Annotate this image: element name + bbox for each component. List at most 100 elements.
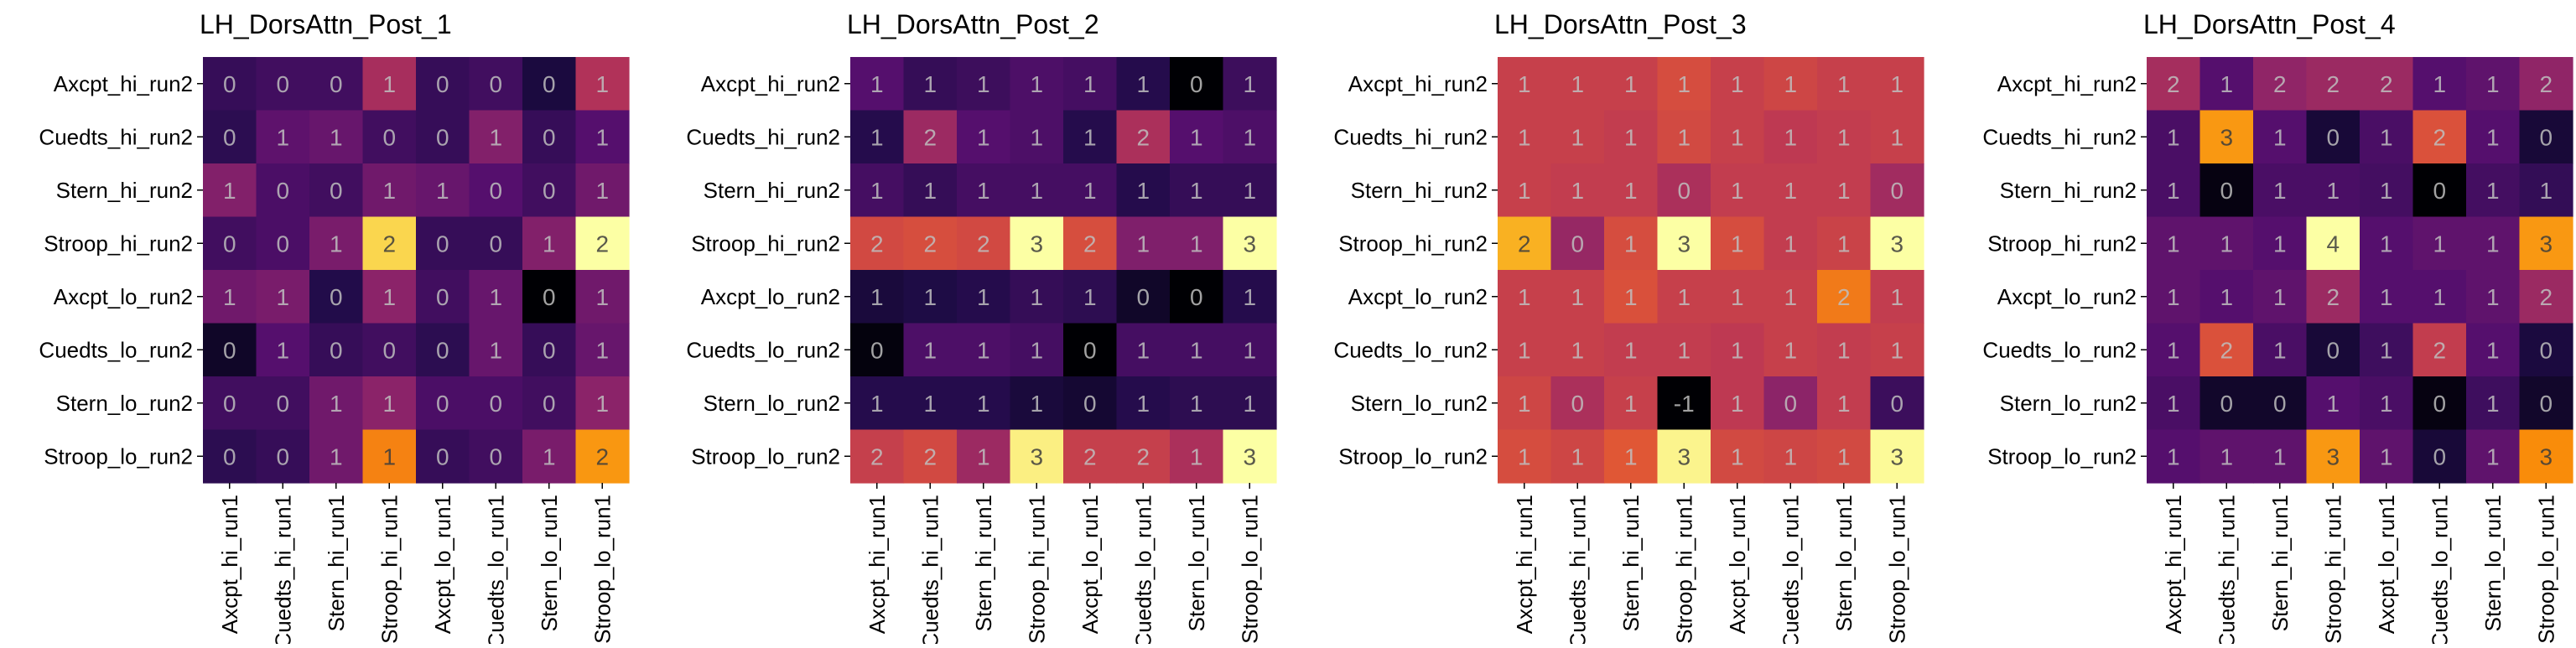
heatmap-cell [416, 429, 470, 484]
heatmap-cell [2360, 216, 2414, 271]
heatmap-cell [203, 429, 257, 484]
cell-label: 1 [223, 284, 236, 310]
cell-label: 1 [1837, 178, 1851, 204]
cell-label: 1 [1571, 124, 1584, 150]
cell-label: 1 [330, 391, 343, 417]
cell-label: 1 [2380, 178, 2393, 204]
x-tick-label: Axcpt_lo_run1 [1725, 495, 1750, 634]
heatmap-cell [1170, 216, 1224, 271]
cell-label: 1 [1731, 178, 1744, 204]
cell-label: 2 [595, 443, 609, 469]
heatmap-cell [1657, 429, 1711, 484]
cell-label: 2 [2220, 337, 2233, 363]
x-tick-label: Stern_hi_run1 [2267, 495, 2293, 631]
cell-label: 1 [1030, 71, 1043, 97]
heatmap-cell [1498, 323, 1552, 377]
heatmap-cell [362, 216, 417, 271]
cell-label: 1 [1030, 391, 1043, 417]
cell-label: 0 [489, 231, 502, 257]
y-tick-label: Cuedts_hi_run2 [39, 124, 193, 149]
cell-label: 1 [1136, 71, 1150, 97]
cell-label: 3 [1890, 231, 1903, 257]
heatmap-cell [203, 57, 257, 111]
heatmap-cell [469, 270, 523, 324]
cell-label: 1 [923, 284, 937, 310]
heatmap-cell [1223, 270, 1277, 324]
cell-label: 1 [977, 337, 990, 363]
cell-label: 0 [2539, 391, 2553, 417]
x-tick-label: Stern_lo_run1 [537, 495, 562, 631]
heatmap-cell [1711, 110, 1765, 164]
heatmap-cell [309, 216, 364, 271]
heatmap-cell [469, 110, 523, 164]
y-tick-label: Stroop_hi_run2 [44, 231, 193, 256]
heatmap-cell [256, 323, 310, 377]
cell-label: 1 [1624, 391, 1638, 417]
heatmap-cell [2519, 163, 2573, 218]
cell-label: 2 [923, 124, 937, 150]
heatmap-cell [850, 163, 905, 218]
heatmap-cell [362, 323, 417, 377]
heatmap-cell [256, 163, 310, 218]
heatmap-cell [1711, 270, 1765, 324]
cell-label: 1 [595, 337, 609, 363]
cell-label: 1 [1837, 337, 1851, 363]
cell-label: 1 [923, 178, 937, 204]
cell-label: 1 [2273, 231, 2287, 257]
heatmap-cell [2199, 270, 2254, 324]
y-tick-label: Axcpt_lo_run2 [1997, 284, 2137, 309]
heatmap-cell [256, 429, 310, 484]
heatmap-cell [575, 270, 630, 324]
heatmap-cell [1550, 270, 1605, 324]
cell-label: 1 [1243, 178, 1256, 204]
y-tick-label: Stroop_hi_run2 [1338, 231, 1488, 256]
cell-label: 1 [2326, 178, 2340, 204]
cell-label: 1 [2433, 284, 2446, 310]
x-tick-label: Stroop_lo_run1 [589, 495, 615, 644]
heatmap-cell [2519, 57, 2573, 111]
cell-label: 3 [2539, 443, 2553, 469]
y-tick-label: Stroop_lo_run2 [1987, 443, 2137, 469]
cell-label: 1 [543, 443, 556, 469]
cell-label: 1 [1518, 443, 1531, 469]
heatmap-cell [957, 270, 1011, 324]
cell-label: 1 [1030, 124, 1043, 150]
heatmap-cell [2199, 429, 2254, 484]
heatmap-cell [309, 110, 364, 164]
cell-label: 0 [2433, 443, 2446, 469]
heatmap-cell [1063, 110, 1118, 164]
x-tick-label: Axcpt_lo_run1 [1078, 495, 1103, 634]
heatmap-cell [2466, 429, 2521, 484]
heatmap-cell [362, 429, 417, 484]
cell-label: 1 [2326, 391, 2340, 417]
cell-label: 1 [330, 124, 343, 150]
heatmap-cell [957, 376, 1011, 431]
cell-label: 1 [1784, 178, 1797, 204]
heatmap-cell [1870, 57, 1924, 111]
heatmap-cell [256, 270, 310, 324]
heatmap-cell [1498, 429, 1552, 484]
heatmap-cell [1063, 323, 1118, 377]
heatmap-cell [1170, 376, 1224, 431]
heatmap-cell [1116, 163, 1171, 218]
cell-label: 0 [1890, 391, 1903, 417]
heatmap-cell [1657, 323, 1711, 377]
heatmap-cell [1604, 429, 1659, 484]
x-tick-label: Stern_lo_run1 [2480, 495, 2506, 631]
heatmap-cell [522, 429, 577, 484]
heatmap-cell [2306, 163, 2360, 218]
cell-label: 1 [2486, 231, 2500, 257]
cell-label: 0 [1190, 71, 1203, 97]
heatmap-cell [1170, 163, 1224, 218]
cell-label: 0 [436, 231, 449, 257]
heatmap-cell [1170, 323, 1224, 377]
cell-label: 1 [382, 391, 396, 417]
cell-label: 2 [2539, 71, 2553, 97]
heatmap-cell [1116, 57, 1171, 111]
heatmap-cell [2306, 57, 2360, 111]
cell-label: 3 [1890, 443, 1903, 469]
cell-label: 0 [870, 337, 884, 363]
cell-label: 1 [1030, 284, 1043, 310]
cell-label: 0 [1571, 391, 1584, 417]
cell-label: 1 [1624, 443, 1638, 469]
